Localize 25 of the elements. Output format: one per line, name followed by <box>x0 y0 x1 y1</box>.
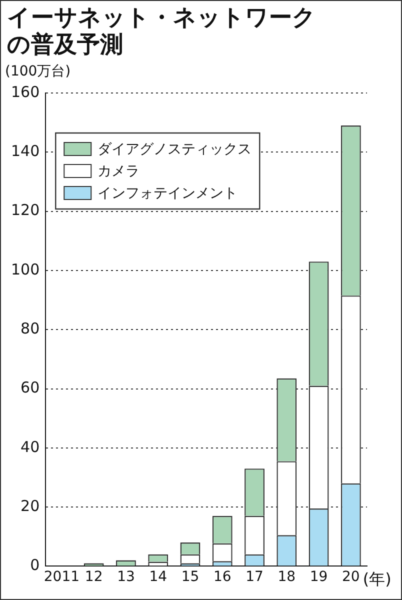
legend-label: カメラ <box>98 164 140 180</box>
y-tick-label: 140 <box>10 142 40 160</box>
x-tick-label: 14 <box>149 569 168 586</box>
x-tick-label: 12 <box>84 569 103 586</box>
x-tick-label: 18 <box>278 569 296 586</box>
y-axis-title: (100万台) <box>5 64 71 80</box>
x-axis-title: (年) <box>362 569 392 588</box>
y-tick-label: 120 <box>10 201 40 220</box>
x-tick-label: 20 <box>342 569 360 586</box>
x-tick-label: 17 <box>246 569 264 586</box>
y-tick-label: 160 <box>10 82 40 101</box>
x-tick-label: 2011 <box>44 569 80 586</box>
x-tick-label: 13 <box>117 569 135 586</box>
x-tick-label: 16 <box>213 569 232 586</box>
y-tick-label: 60 <box>20 378 40 397</box>
y-tick-label: 20 <box>20 496 40 515</box>
x-tick-label: 19 <box>310 569 328 586</box>
y-tick-label: 100 <box>10 260 40 278</box>
y-tick-label: 0 <box>30 556 40 574</box>
legend-label: ダイアグノスティックス <box>98 142 252 158</box>
x-tick-label: 15 <box>181 569 200 586</box>
legend-label: インフォテインメント <box>98 186 238 202</box>
chart-title: イーサネット・ネットワークの普及予測 <box>6 4 317 59</box>
y-tick-label: 40 <box>20 438 40 456</box>
y-tick-label: 80 <box>20 319 40 338</box>
